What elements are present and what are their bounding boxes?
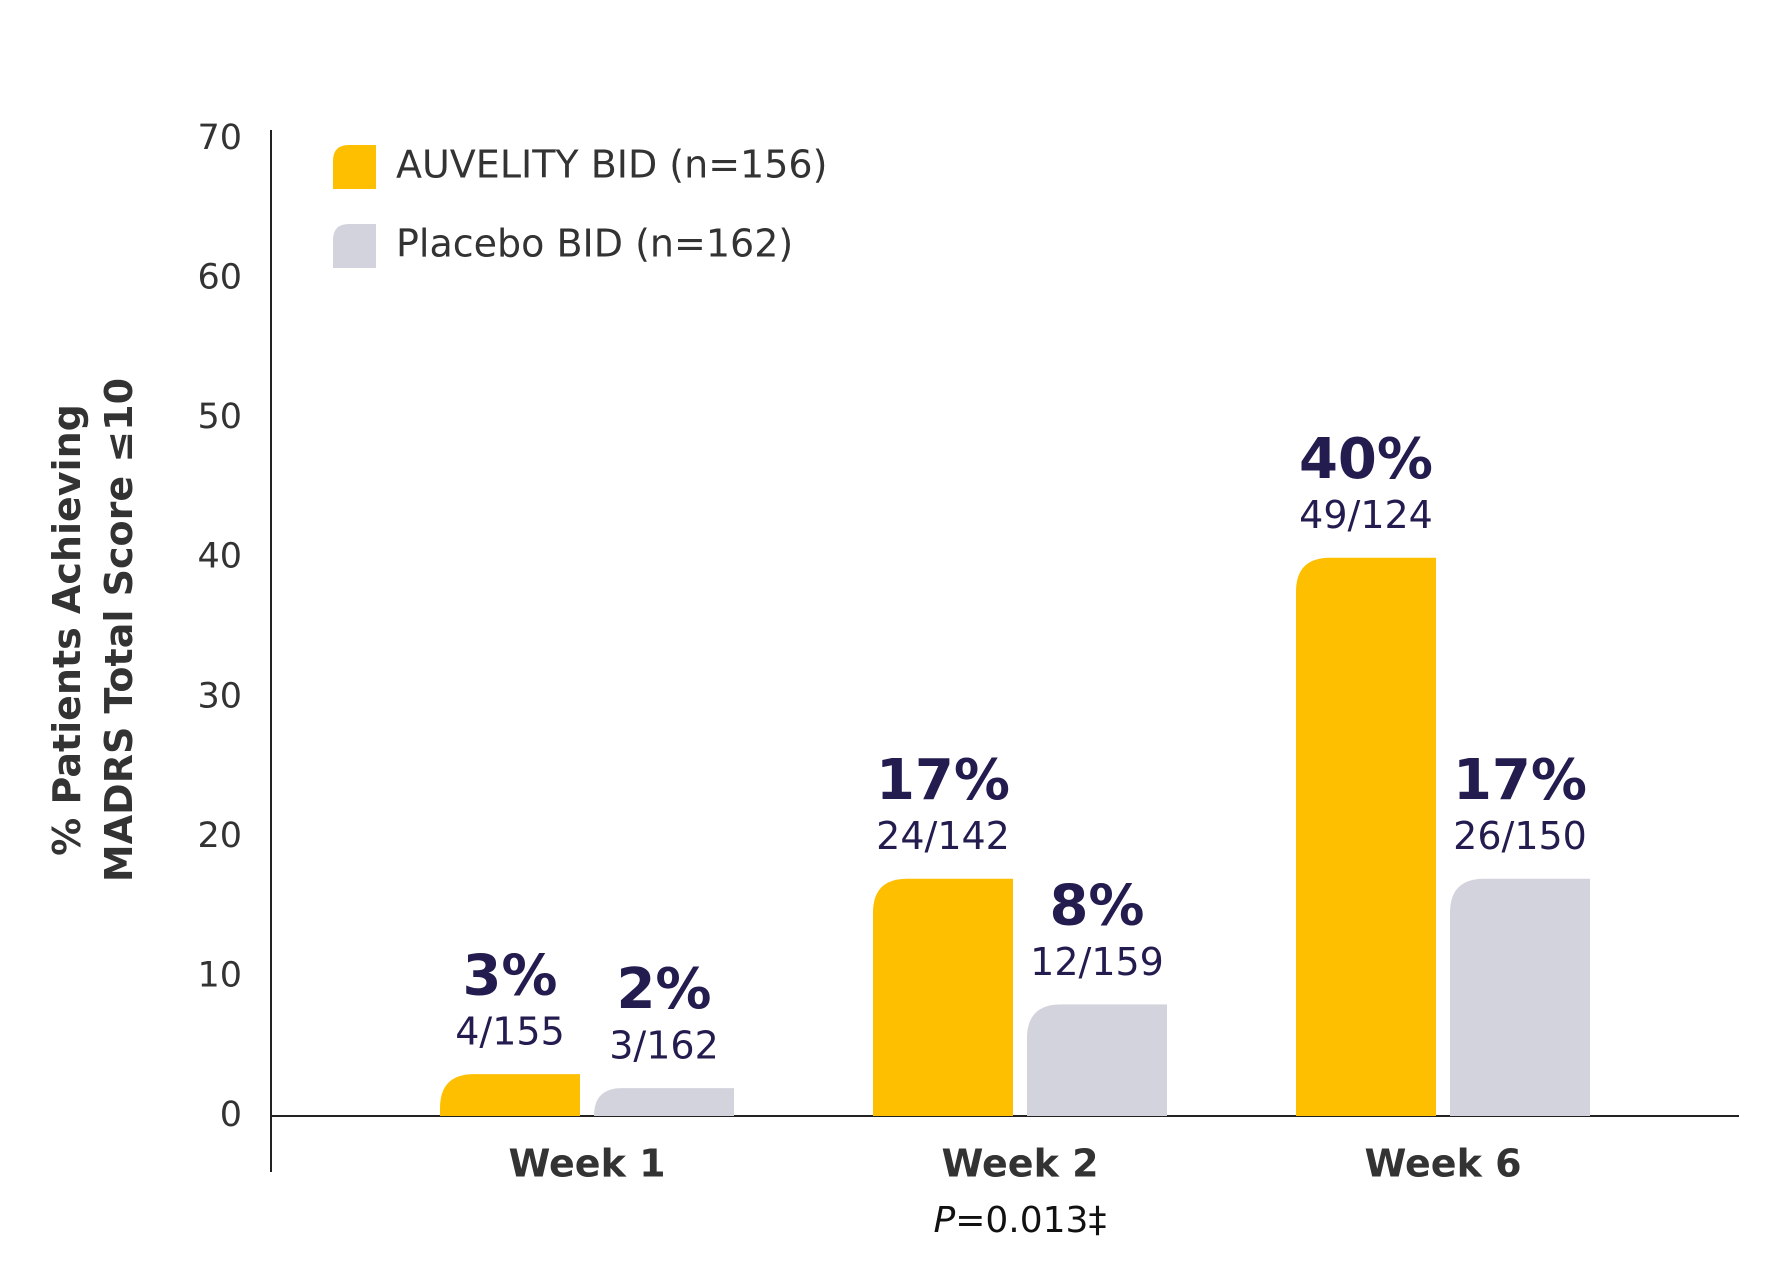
fraction-label: 24/142	[876, 814, 1010, 858]
legend-label: Placebo BID (n=162)	[396, 222, 793, 266]
bar	[440, 1074, 580, 1116]
y-axis-title: % Patients Achieving MADRS Total Score ≤1…	[45, 378, 141, 882]
fraction-label: 12/159	[1030, 940, 1164, 984]
bar	[594, 1088, 734, 1116]
fraction-label: 49/124	[1299, 493, 1433, 537]
bar	[873, 878, 1013, 1116]
fraction-label: 26/150	[1453, 814, 1587, 858]
x-tick-label: Week 6	[1364, 1142, 1521, 1186]
y-tick-label: 30	[197, 676, 242, 716]
p-value-part: P	[934, 1200, 956, 1241]
value-label: 40%	[1299, 427, 1433, 492]
value-label: 2%	[616, 957, 711, 1022]
p-value: P=0.013‡	[934, 1200, 1107, 1241]
p-value-part: =0.013‡	[955, 1200, 1106, 1241]
legend-swatch	[333, 224, 376, 268]
x-tick-label: Week 2	[941, 1142, 1098, 1186]
value-label: 17%	[876, 748, 1010, 813]
y-tick-label: 0	[220, 1095, 242, 1135]
legend-label: AUVELITY BID (n=156)	[396, 143, 827, 187]
fraction-label: 3/162	[609, 1024, 719, 1068]
bar	[1296, 557, 1436, 1116]
value-label: 8%	[1049, 873, 1144, 938]
y-tick-label: 60	[197, 258, 242, 298]
y-tick-label: 10	[197, 955, 242, 995]
bar	[1027, 1004, 1167, 1116]
y-axis-title-line: MADRS Total Score ≤10	[97, 378, 141, 882]
bar	[1450, 878, 1590, 1116]
fraction-label: 4/155	[455, 1010, 565, 1054]
y-axis-title-line: % Patients Achieving	[45, 404, 89, 856]
y-tick-label: 40	[197, 537, 242, 577]
x-tick-label: Week 1	[508, 1142, 665, 1186]
y-tick-label: 20	[197, 816, 242, 856]
y-tick-label: 50	[197, 397, 242, 437]
legend-swatch	[333, 145, 376, 189]
y-tick-label: 70	[197, 118, 242, 158]
value-label: 3%	[462, 943, 557, 1008]
value-label: 17%	[1453, 748, 1587, 813]
